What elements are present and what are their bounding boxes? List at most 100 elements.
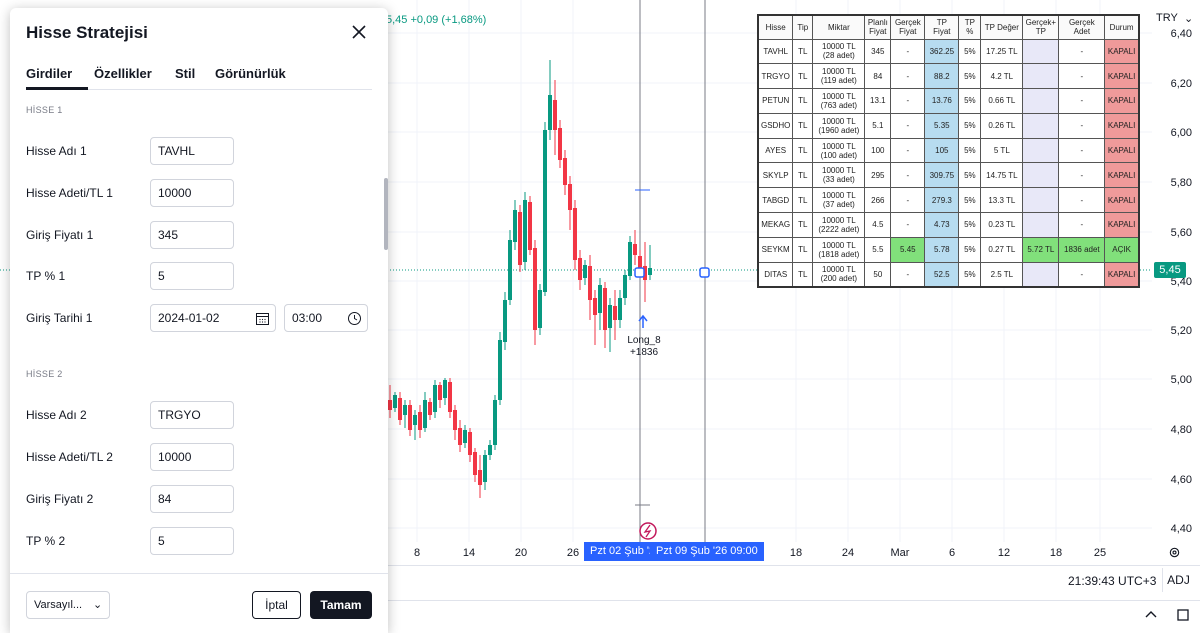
time-label: 8 (413, 547, 421, 559)
table-cell: 5% (958, 187, 982, 214)
adj-button[interactable]: ADJ (1162, 568, 1194, 592)
active-tab-indicator (26, 87, 88, 90)
table-cell: 52.5 (924, 261, 960, 288)
entry-price-1-input[interactable]: 345 (150, 221, 234, 249)
candlestick (513, 200, 517, 250)
time-label: 24 (841, 547, 855, 559)
table-cell: 5.72 TL (1022, 236, 1060, 263)
table-cell: 5% (958, 236, 982, 263)
stock-qty-1-input[interactable]: 10000 (150, 179, 234, 207)
table-cell: 5.45 (890, 236, 926, 263)
candlestick (508, 230, 512, 305)
table-header-cell: TP % (958, 14, 982, 40)
table-cell: 10000 TL (1960 adet) (812, 112, 866, 139)
candlestick (428, 398, 432, 420)
table-row: TABGD TL 10000 TL (37 adet) 266-279.3 5% 13.3… (757, 187, 1140, 214)
maximize-icon[interactable] (1176, 608, 1190, 622)
table-cell: 0.27 TL (980, 236, 1024, 263)
dialog-body[interactable]: HİSSE 1 Hisse Adı 1 TAVHL Hisse Adeti/TL… (10, 94, 388, 568)
field-label: TP % 2 (26, 534, 66, 548)
table-cell: 10000 TL (119 adet) (812, 63, 866, 90)
ok-button[interactable]: Tamam (310, 591, 372, 619)
table-row: TAVHL TL 10000 TL (28 adet) 345-362.25 5% 17.… (757, 38, 1140, 65)
price-label: 6,20 (1170, 78, 1192, 90)
table-cell: - (1058, 38, 1106, 65)
clock-icon[interactable] (347, 311, 362, 326)
candlestick (543, 122, 547, 296)
table-cell: KAPALI (1104, 137, 1140, 164)
chevron-up-icon[interactable] (1144, 608, 1158, 622)
field-label: Hisse Adeti/TL 2 (26, 450, 113, 464)
stock-qty-2-input[interactable]: 10000 (150, 443, 234, 471)
chevron-down-icon[interactable]: ⌄ (1184, 13, 1194, 25)
candlestick (598, 278, 602, 330)
ticker-change: 5,45 +0,09 (+1,68%) (386, 14, 487, 26)
long-entry-arrow-icon (638, 314, 648, 328)
time-axis[interactable]: 8 14 20 26 18 24 Mar 6 12 18 25 (0, 542, 1152, 565)
cancel-button[interactable]: İptal (252, 591, 301, 619)
candlestick (563, 150, 567, 195)
tp-percent-1-input[interactable]: 5 (150, 262, 234, 290)
table-cell: KAPALI (1104, 88, 1140, 114)
table-cell: 5.35 (924, 112, 960, 139)
table-cell: TL (792, 38, 814, 65)
table-cell: 0.26 TL (980, 112, 1024, 139)
gear-icon[interactable] (1168, 546, 1181, 559)
table-row: SKYLP TL 10000 TL (33 adet) 295-309.75 5% 14.… (757, 162, 1140, 189)
defaults-dropdown[interactable]: Varsayıl... ⌄ (26, 591, 110, 619)
table-cell: 105 (924, 137, 960, 164)
table-cell: - (1058, 212, 1106, 238)
tab-style[interactable]: Stil (175, 66, 196, 81)
candlestick (603, 282, 607, 348)
price-label: 4,80 (1170, 424, 1192, 436)
table-cell (1022, 212, 1060, 238)
candlestick (403, 400, 407, 428)
table-cell: TL (792, 162, 814, 189)
table-cell (1022, 38, 1060, 65)
table-cell (1022, 162, 1060, 189)
close-icon[interactable] (350, 23, 368, 41)
entry-date-1-input[interactable]: 2024-01-02 (150, 304, 276, 332)
table-cell: 10000 TL (763 adet) (812, 88, 866, 114)
tp-percent-2-input[interactable]: 5 (150, 527, 234, 555)
drag-handle-right[interactable] (699, 267, 710, 278)
table-header-cell: Gerçek Fiyat (890, 14, 926, 40)
table-cell (1022, 261, 1060, 288)
entry-time-1-input[interactable]: 03:00 (284, 304, 368, 332)
candlestick (473, 448, 477, 482)
table-cell: 5% (958, 112, 982, 139)
field-label: Hisse Adeti/TL 1 (26, 186, 113, 200)
table-cell: 5% (958, 137, 982, 164)
drag-handle-left[interactable] (634, 267, 645, 278)
calendar-icon[interactable] (255, 311, 270, 326)
table-cell: 1836 adet (1058, 236, 1106, 263)
table-header-cell: Durum (1104, 14, 1140, 40)
table-cell: TL (792, 236, 814, 263)
table-cell: 13.76 (924, 88, 960, 114)
price-scale[interactable]: 6,40 6,20 6,00 5,80 5,60 5,40 5,20 5,00 … (1152, 0, 1200, 565)
stock-name-2-input[interactable]: TRGYO (150, 401, 234, 429)
table-cell: 10000 TL (37 adet) (812, 187, 866, 214)
tab-visibility[interactable]: Görünürlük (215, 66, 286, 81)
lightning-event-icon[interactable] (639, 522, 657, 540)
table-row: SEYKM TL 10000 TL (1818 adet) 5.5 5.45 5.78 5%… (757, 236, 1140, 263)
dialog-tabs: Girdiler Özellikler Stil Görünürlük (26, 64, 372, 90)
table-cell: TL (792, 187, 814, 214)
tab-inputs[interactable]: Girdiler (26, 66, 73, 81)
tab-properties[interactable]: Özellikler (94, 66, 152, 81)
candlestick (458, 420, 462, 452)
stock-name-1-input[interactable]: TAVHL (150, 137, 234, 165)
table-cell (1022, 187, 1060, 214)
currency-button[interactable]: TRY (1156, 12, 1178, 24)
field-label: Hisse Adı 2 (26, 408, 87, 422)
time-label: 14 (462, 547, 476, 559)
entry-price-2-input[interactable]: 84 (150, 485, 234, 513)
dialog-scrollbar[interactable] (384, 178, 388, 250)
table-cell: 5.1 (864, 112, 892, 139)
price-label: 5,80 (1170, 177, 1192, 189)
candlestick (573, 200, 577, 270)
current-price-badge: 5,45 (1154, 262, 1186, 278)
candlestick (613, 290, 617, 340)
table-cell: 13.1 (864, 88, 892, 114)
table-cell: 5 TL (980, 137, 1024, 164)
